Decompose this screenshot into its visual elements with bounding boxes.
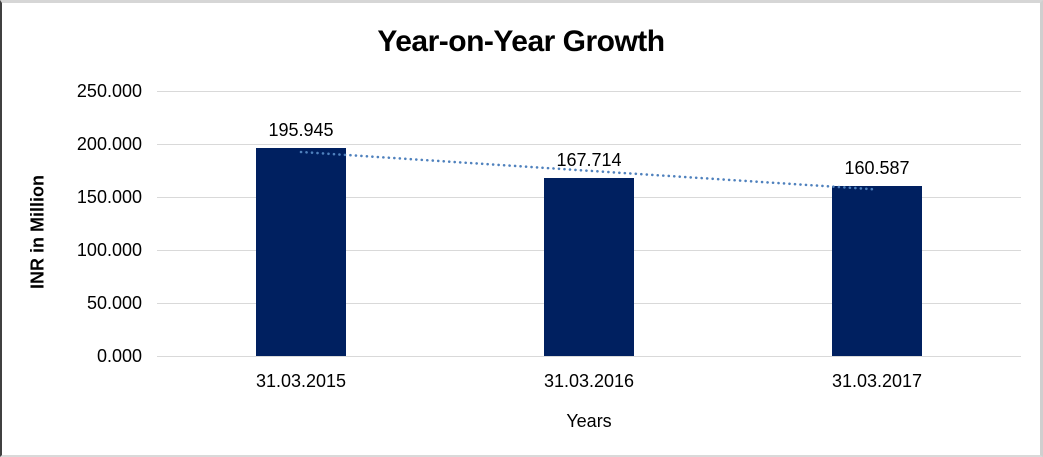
y-tick-label: 100.000	[76, 240, 142, 260]
y-tick-label: 200.000	[76, 134, 142, 154]
data-label: 195.945	[268, 120, 334, 141]
x-tick-label: 31.03.2016	[543, 371, 635, 391]
x-axis-title: Years	[566, 411, 612, 431]
bar	[832, 185, 922, 356]
bar	[256, 148, 346, 356]
plot-area: 195.945 167.714 160.587	[157, 91, 1021, 357]
gridline	[157, 144, 1021, 145]
data-label: 167.714	[556, 150, 622, 171]
y-tick-label: 250.000	[76, 81, 142, 101]
y-tick-label: 50.000	[86, 293, 142, 313]
chart-title: Year-on-Year Growth	[377, 25, 665, 58]
data-label: 160.587	[844, 157, 910, 178]
y-tick-label: 150.000	[76, 187, 142, 207]
gridline	[157, 91, 1021, 92]
y-tick-label: 0.000	[96, 346, 142, 366]
bar	[544, 178, 634, 356]
x-tick-label: 31.03.2017	[831, 371, 923, 391]
gridline	[157, 356, 1021, 357]
x-tick-label: 31.03.2015	[255, 371, 347, 391]
